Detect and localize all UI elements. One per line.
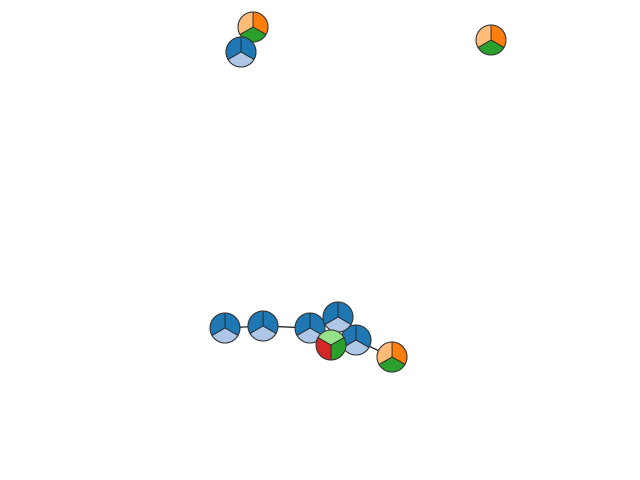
pie-node-n9[interactable] <box>315 329 347 361</box>
node-outline <box>247 310 279 342</box>
node-outline <box>237 11 269 43</box>
node-outline <box>209 312 241 344</box>
node-outline <box>225 36 257 68</box>
pie-node-n1[interactable] <box>237 11 269 43</box>
pie-node-n6[interactable] <box>294 312 326 344</box>
pie-node-n2[interactable] <box>225 36 257 68</box>
pie-node-n4[interactable] <box>209 312 241 344</box>
node-outline <box>475 24 507 56</box>
pie-node-n5[interactable] <box>247 310 279 342</box>
pie-node-n10[interactable] <box>376 341 408 373</box>
node-outline <box>294 312 326 344</box>
pie-node-n3[interactable] <box>475 24 507 56</box>
node-outline <box>315 329 347 361</box>
node-outline <box>376 341 408 373</box>
nodes-layer <box>209 11 507 373</box>
pie-node-n7[interactable] <box>322 301 354 333</box>
